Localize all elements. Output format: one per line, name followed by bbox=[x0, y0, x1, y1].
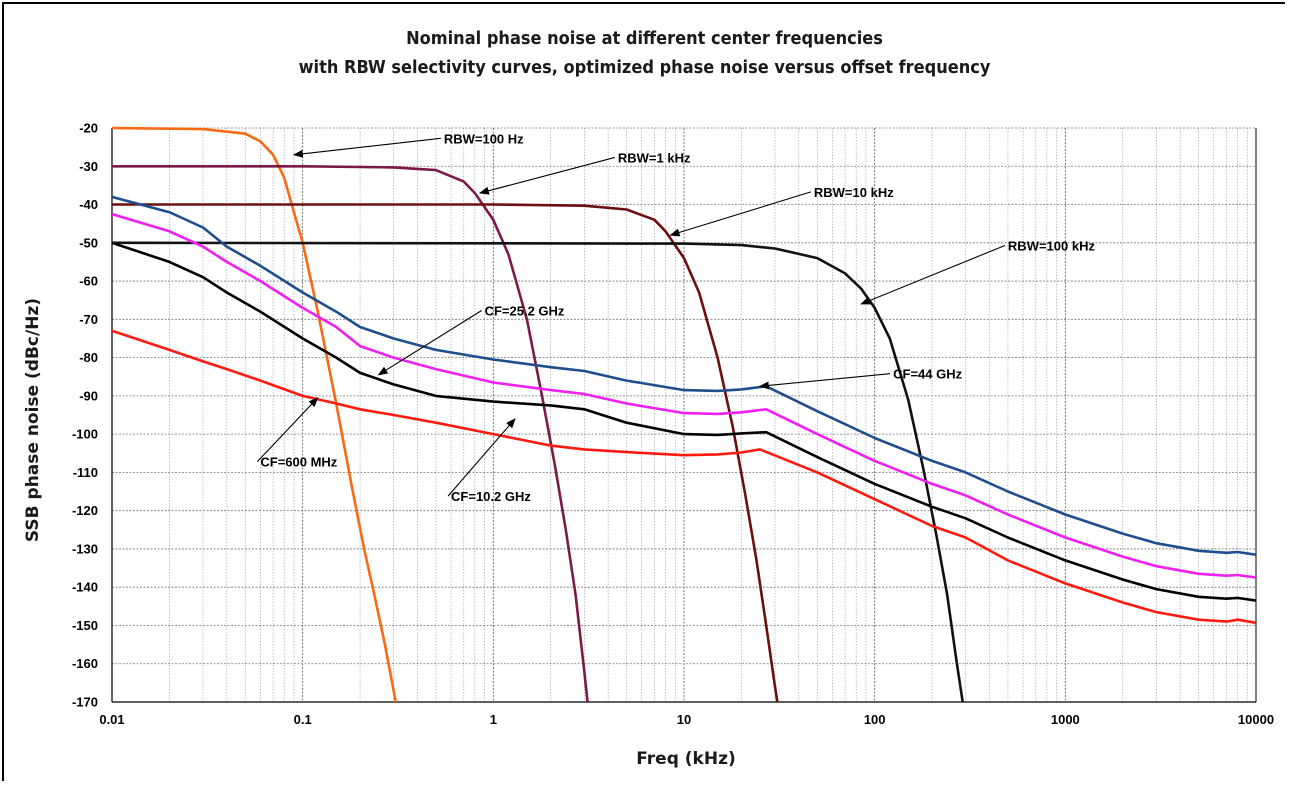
annotation-arrow bbox=[860, 244, 1006, 305]
series-line bbox=[112, 241, 1256, 602]
y-tick-label: -150 bbox=[72, 618, 98, 633]
annotation-label: RBW=100 kHz bbox=[1008, 238, 1096, 253]
annotation-arrow bbox=[256, 397, 319, 463]
y-tick-label: -30 bbox=[79, 159, 98, 174]
y-tick-label: -100 bbox=[72, 427, 98, 442]
annotation-arrow bbox=[377, 310, 482, 376]
x-tick-label: 10 bbox=[677, 712, 691, 727]
annotation-arrow bbox=[669, 191, 812, 237]
series-line bbox=[112, 329, 1256, 625]
annotation-arrow bbox=[292, 137, 441, 158]
y-tick-label: -90 bbox=[79, 388, 98, 403]
annotation-label: RBW=10 kHz bbox=[814, 185, 894, 200]
tick-labels: 0.01 0.1 1 10 100 1000 10000 -20 -30 -40 -50 -60 -70… bbox=[72, 121, 1274, 728]
y-tick-label: -170 bbox=[72, 695, 98, 710]
annotation-label: RBW=1 kHz bbox=[618, 150, 691, 165]
series-group bbox=[112, 126, 1256, 702]
x-tick-label: 0.01 bbox=[99, 712, 124, 727]
annotation-label: CF=44 GHz bbox=[893, 367, 962, 382]
y-tick-label: -70 bbox=[79, 312, 98, 327]
y-tick-label: -160 bbox=[72, 656, 98, 671]
y-tick-label: -110 bbox=[73, 465, 98, 480]
x-tick-label: 1 bbox=[490, 712, 497, 727]
annotation-label: CF=25.2 GHz bbox=[485, 304, 565, 319]
annotation-label: RBW=100 Hz bbox=[444, 131, 524, 146]
series-line bbox=[112, 165, 589, 702]
series-line bbox=[112, 203, 779, 702]
annotation-arrow bbox=[758, 373, 891, 390]
y-tick-label: -80 bbox=[79, 350, 98, 365]
y-tick-label: -130 bbox=[72, 541, 98, 556]
series-line bbox=[112, 241, 965, 702]
chart-title-line-2: with RBW selectivity curves, optimized p… bbox=[298, 57, 991, 78]
x-tick-label: 0.1 bbox=[294, 712, 312, 727]
y-tick-label: -20 bbox=[79, 121, 98, 136]
y-tick-label: -40 bbox=[79, 197, 98, 212]
x-tick-label: 100 bbox=[864, 712, 886, 727]
annotations: RBW=100 Hz RBW=1 kHz RBW=10 kHz RBW=100 kHz… bbox=[256, 131, 1096, 504]
series-line bbox=[112, 126, 397, 702]
y-tick-label: -120 bbox=[72, 503, 98, 518]
series-line bbox=[112, 195, 1256, 556]
y-tick-label: -60 bbox=[79, 274, 98, 289]
annotation-label: CF=10.2 GHz bbox=[451, 489, 531, 504]
x-tick-label: 1000 bbox=[1051, 712, 1080, 727]
y-tick-label: -50 bbox=[79, 235, 98, 250]
annotation-arrow bbox=[478, 156, 616, 195]
grid bbox=[111, 127, 1257, 703]
x-axis-label: Freq (kHz) bbox=[636, 749, 736, 769]
annotation-arrow bbox=[447, 418, 516, 497]
y-tick-label: -140 bbox=[72, 580, 98, 595]
chart-title-line-1: Nominal phase noise at different center … bbox=[406, 28, 883, 49]
series-line bbox=[112, 212, 1256, 579]
annotation-label: CF=600 MHz bbox=[260, 455, 337, 470]
x-tick-label: 10000 bbox=[1238, 712, 1274, 727]
y-axis-label: SSB phase noise (dBc/Hz) bbox=[23, 298, 43, 542]
